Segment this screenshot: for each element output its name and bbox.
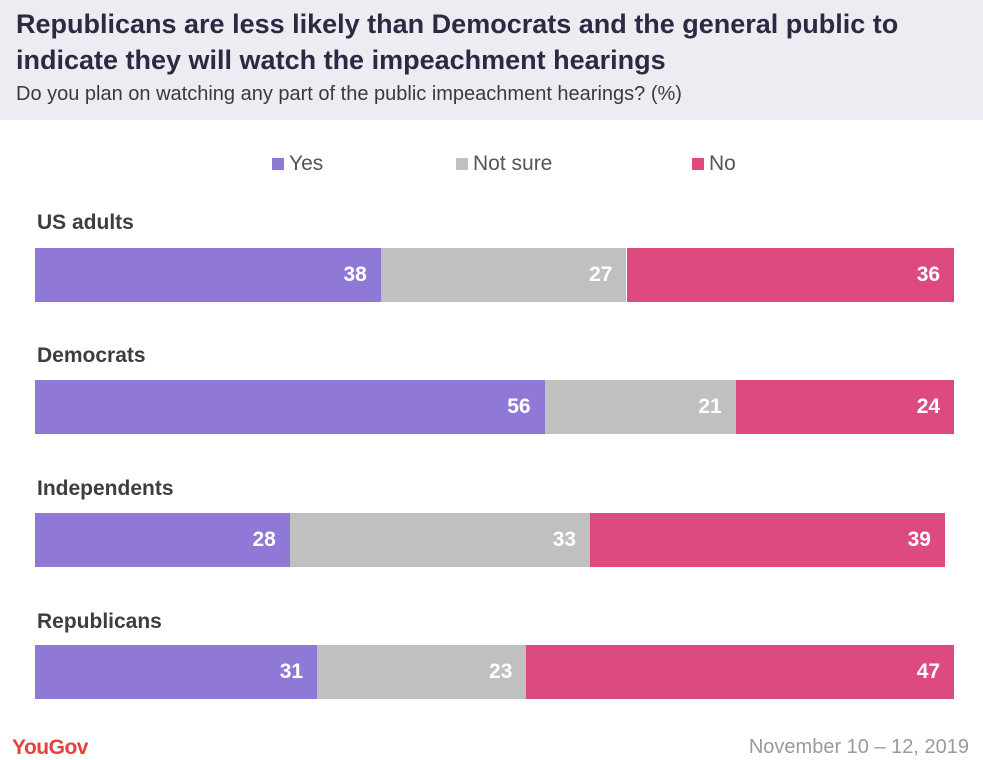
chart-legend: Yes Not sure No (0, 152, 983, 180)
bar-independents-no: 39 (590, 513, 945, 567)
group-label-republicans: Republicans (37, 610, 162, 633)
bar-independents-yes: 28 (35, 513, 290, 567)
bar-independents-not-sure: 33 (289, 513, 591, 567)
bar-republicans-not-sure: 23 (317, 645, 527, 699)
data-label-republicans-not-sure: 23 (489, 660, 513, 683)
data-label-us-adults-yes: 38 (343, 263, 367, 286)
group-label-democrats: Democrats (37, 344, 146, 367)
bar-republicans-no: 47 (526, 645, 955, 699)
chart-subtitle: Do you plan on watching any part of the … (16, 83, 682, 105)
data-label-us-adults-not-sure: 27 (589, 263, 613, 286)
legend-label-no: No (709, 152, 736, 175)
legend-item-no: No (692, 152, 736, 176)
bar-democrats-no: 24 (735, 380, 955, 434)
data-label-democrats-yes: 56 (507, 395, 531, 418)
data-label-republicans-no: 47 (916, 660, 941, 683)
bar-democrats-not-sure: 21 (544, 380, 736, 434)
legend-item-yes: Yes (272, 152, 323, 176)
bar-us-adults-no: 36 (626, 248, 955, 302)
legend-swatch-no (692, 158, 704, 170)
legend-label-not-sure: Not sure (473, 152, 553, 175)
group-label-independents: Independents (37, 477, 174, 500)
yougov-logo: YouGov (12, 736, 88, 759)
chart-header: Republicans are less likely than Democra… (0, 0, 983, 120)
legend-swatch-yes (272, 158, 284, 170)
bar-republicans-yes: 31 (35, 645, 318, 699)
bar-us-adults-yes: 38 (35, 248, 381, 302)
data-label-republicans-yes: 31 (279, 660, 304, 683)
data-label-democrats-not-sure: 21 (698, 395, 722, 418)
data-label-us-adults-no: 36 (916, 263, 941, 286)
data-label-independents-not-sure: 33 (552, 528, 577, 551)
bar-us-adults-not-sure: 27 (380, 248, 627, 302)
legend-swatch-not-sure (456, 158, 468, 170)
data-label-independents-no: 39 (907, 528, 931, 551)
legend-item-not-sure: Not sure (456, 152, 552, 176)
data-label-democrats-no: 24 (916, 395, 941, 418)
survey-date: November 10 – 12, 2019 (748, 736, 969, 758)
data-label-independents-yes: 28 (252, 528, 276, 551)
chart-title: Republicans are less likely than Democra… (16, 9, 899, 75)
bar-democrats-yes: 56 (35, 380, 545, 434)
group-label-us-adults: US adults (37, 211, 134, 234)
legend-label-yes: Yes (289, 152, 324, 175)
